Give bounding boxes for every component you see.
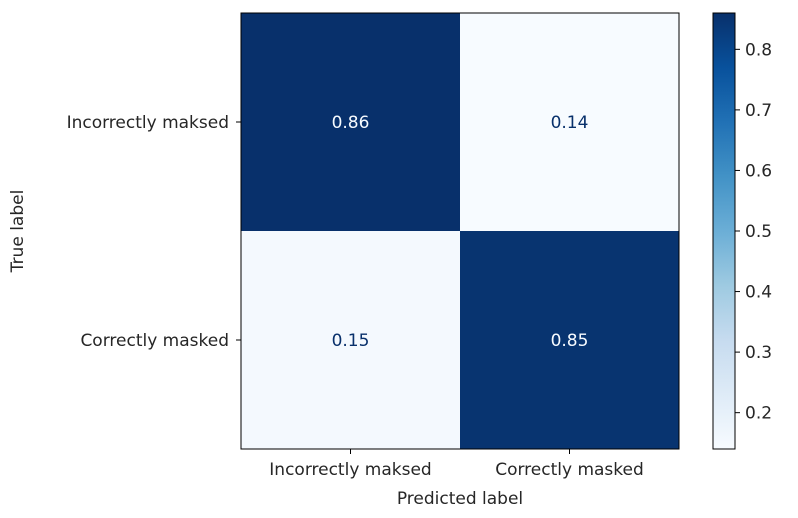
- x-tick-label: Incorrectly maksed: [269, 460, 431, 480]
- cell-value-label: 0.14: [551, 113, 589, 133]
- x-tick-label: Correctly masked: [495, 460, 644, 480]
- y-axis-ticks: Incorrectly maksed Correctly masked: [67, 113, 241, 351]
- cell-value-label: 0.86: [332, 113, 370, 133]
- heatmap-cell: [241, 231, 460, 449]
- y-tick-label: Incorrectly maksed: [67, 113, 229, 133]
- x-axis-label: Predicted label: [397, 489, 523, 509]
- colorbar-tick-label: 0.2: [745, 404, 772, 424]
- heatmap-cell: [460, 231, 679, 449]
- heatmap-cell-labels: 0.86 0.14 0.15 0.85: [332, 113, 589, 351]
- heatmap-cell: [460, 13, 679, 231]
- heatmap-cell: [241, 13, 460, 231]
- colorbar: [712, 12, 736, 450]
- cell-value-label: 0.85: [551, 331, 589, 351]
- plot-frame: [240, 12, 680, 450]
- colorbar-tick-label: 0.5: [745, 222, 772, 242]
- colorbar-tick-label: 0.8: [745, 40, 772, 60]
- colorbar-tick-label: 0.7: [745, 101, 772, 121]
- x-axis-ticks: Incorrectly maksed Correctly masked: [269, 449, 644, 480]
- y-tick-label: Correctly masked: [80, 331, 229, 351]
- colorbar-tick-label: 0.4: [745, 283, 772, 303]
- y-axis-label: True label: [8, 190, 28, 274]
- colorbar-ticks: 0.2 0.3 0.4 0.5 0.6 0.7 0.8: [735, 40, 772, 424]
- cell-value-label: 0.15: [332, 331, 370, 351]
- colorbar-tick-label: 0.6: [745, 161, 772, 181]
- heatmap-cells: [241, 13, 679, 449]
- colorbar-tick-label: 0.3: [745, 343, 772, 363]
